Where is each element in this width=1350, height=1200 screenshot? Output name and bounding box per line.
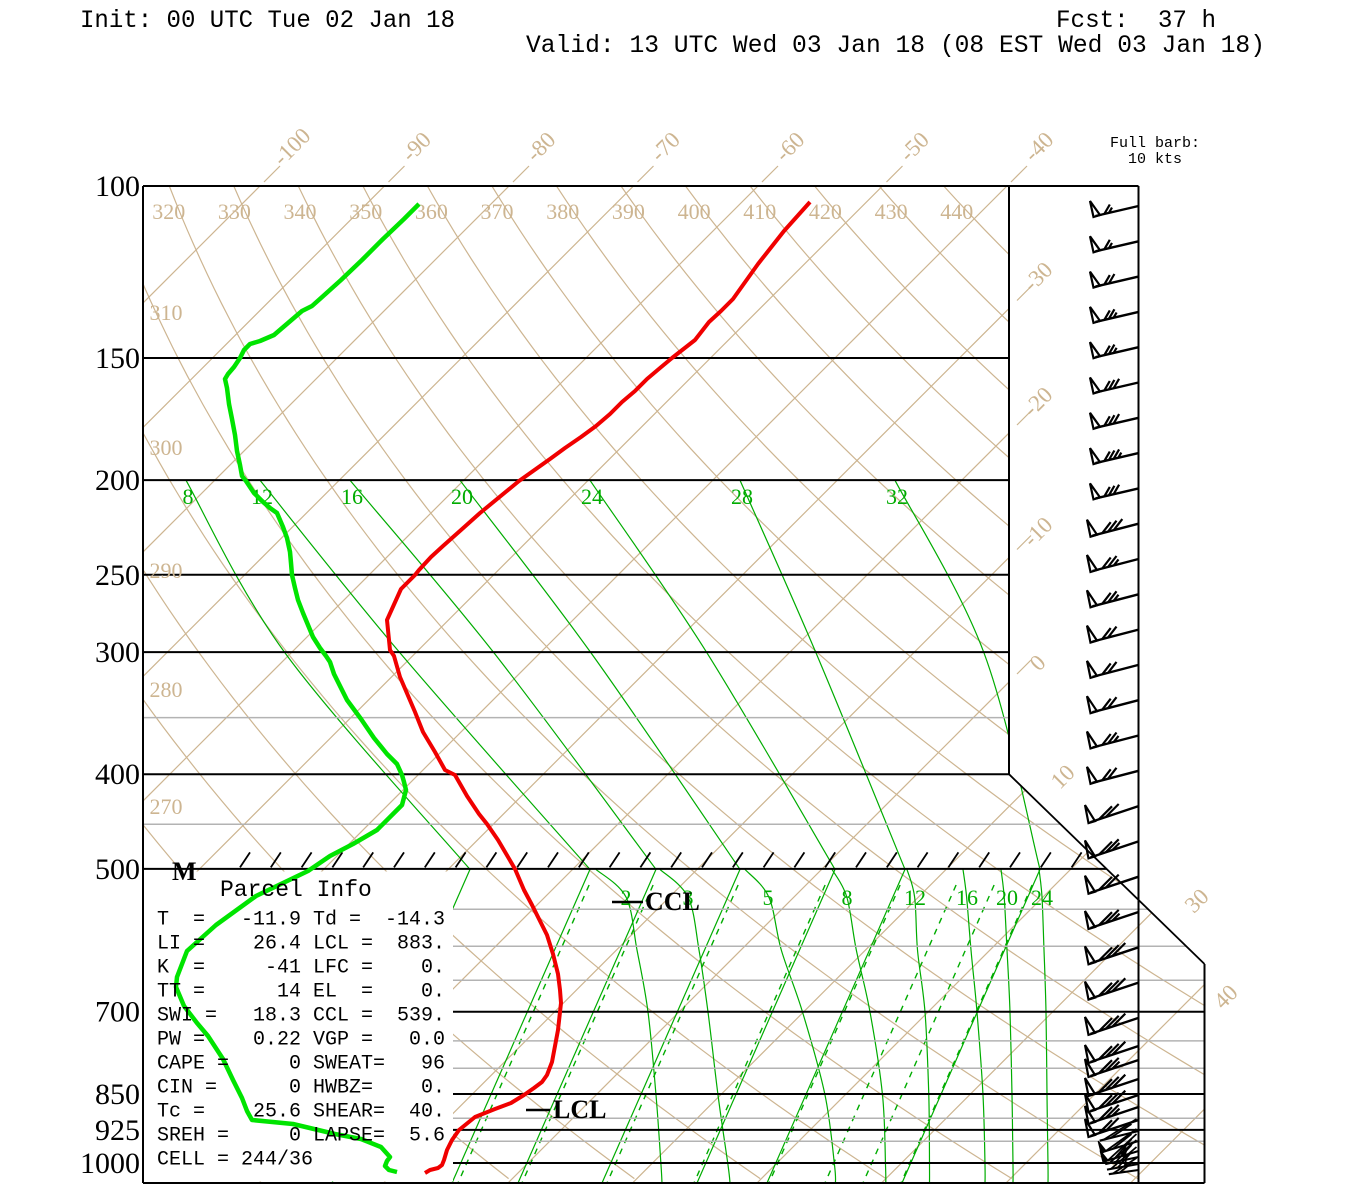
svg-text:Full barb:: Full barb: [1110,135,1200,152]
svg-text:1000: 1000 [80,1147,140,1180]
svg-text:CIN = 0 HWBZ= 0.: CIN = 0 HWBZ= 0. [157,1077,445,1100]
svg-text:10 kts: 10 kts [1128,151,1182,168]
svg-text:12: 12 [251,484,273,509]
svg-text:850: 850 [95,1078,140,1111]
svg-text:24: 24 [581,484,603,509]
svg-text:T = -11.9 Td = -14.3: T = -11.9 Td = -14.3 [157,909,445,932]
svg-text:Valid: 13 UTC Wed 03 Jan 18 (0: Valid: 13 UTC Wed 03 Jan 18 (08 EST Wed … [526,31,1265,60]
svg-text:3: 3 [683,885,694,910]
svg-text:270: 270 [150,794,183,819]
svg-text:SWI = 18.3 CCL = 539.: SWI = 18.3 CCL = 539. [157,1005,445,1028]
svg-text:Parcel Info: Parcel Info [220,877,372,903]
svg-text:360: 360 [415,199,448,224]
svg-text:390: 390 [612,199,645,224]
svg-text:12: 12 [904,885,926,910]
svg-text:330: 330 [218,199,251,224]
svg-text:380: 380 [546,199,579,224]
svg-text:28: 28 [731,484,753,509]
svg-text:Fcst: 37 h: Fcst: 37 h [1056,6,1216,35]
svg-text:24: 24 [1031,885,1053,910]
svg-text:340: 340 [284,199,317,224]
svg-text:5: 5 [763,885,774,910]
svg-text:410: 410 [743,199,776,224]
svg-text:20: 20 [451,484,473,509]
svg-text:8: 8 [183,484,194,509]
svg-text:20: 20 [996,885,1018,910]
svg-text:300: 300 [95,636,140,669]
svg-text:370: 370 [481,199,514,224]
svg-text:2: 2 [621,885,632,910]
svg-text:K = -41 LFC = 0.: K = -41 LFC = 0. [157,957,445,980]
svg-text:280: 280 [150,677,183,702]
svg-text:300: 300 [150,435,183,460]
svg-text:16: 16 [341,484,363,509]
svg-text:Tc = 25.6 SHEAR= 40.: Tc = 25.6 SHEAR= 40. [157,1101,445,1124]
svg-text:Init: 00 UTC Tue 02 Jan 18: Init: 00 UTC Tue 02 Jan 18 [80,6,455,35]
svg-text:100: 100 [95,170,140,203]
svg-text:420: 420 [809,199,842,224]
svg-text:925: 925 [95,1114,140,1147]
svg-text:320: 320 [152,199,185,224]
svg-text:440: 440 [940,199,973,224]
svg-text:LCL: LCL [553,1095,606,1124]
svg-text:400: 400 [95,758,140,791]
svg-text:200: 200 [95,464,140,497]
svg-text:150: 150 [95,342,140,375]
svg-text:400: 400 [678,199,711,224]
svg-text:250: 250 [95,559,140,592]
svg-text:500: 500 [95,853,140,886]
svg-text:290: 290 [150,558,183,583]
svg-text:M: M [172,857,197,886]
svg-text:SREH = 0 LAPSE= 5.6: SREH = 0 LAPSE= 5.6 [157,1125,445,1148]
svg-text:350: 350 [349,199,382,224]
svg-text:CCL: CCL [645,887,700,916]
svg-text:700: 700 [95,996,140,1029]
svg-text:LI = 26.4 LCL = 883.: LI = 26.4 LCL = 883. [157,933,445,956]
svg-text:16: 16 [956,885,978,910]
svg-text:TT = 14 EL = 0.: TT = 14 EL = 0. [157,981,445,1004]
svg-text:CELL = 244/36: CELL = 244/36 [157,1149,313,1172]
svg-text:8: 8 [842,885,853,910]
svg-text:32: 32 [886,484,908,509]
svg-text:PW = 0.22 VGP = 0.0: PW = 0.22 VGP = 0.0 [157,1029,445,1052]
svg-text:430: 430 [875,199,908,224]
svg-text:CAPE = 0 SWEAT= 96: CAPE = 0 SWEAT= 96 [157,1053,445,1076]
svg-text:310: 310 [150,300,183,325]
